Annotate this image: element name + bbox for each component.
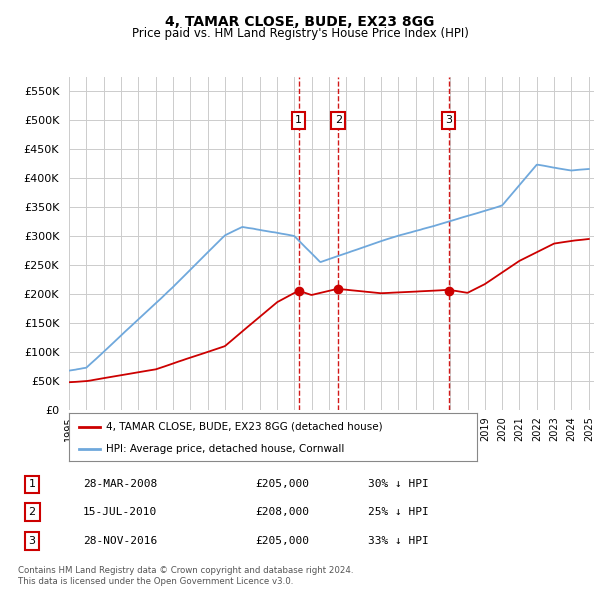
- Text: 3: 3: [445, 115, 452, 125]
- Text: 1: 1: [295, 115, 302, 125]
- Text: 30% ↓ HPI: 30% ↓ HPI: [368, 480, 428, 489]
- Text: 28-MAR-2008: 28-MAR-2008: [83, 480, 157, 489]
- Text: 28-NOV-2016: 28-NOV-2016: [83, 536, 157, 546]
- Text: Contains HM Land Registry data © Crown copyright and database right 2024.: Contains HM Land Registry data © Crown c…: [18, 566, 353, 575]
- Text: 1: 1: [29, 480, 35, 489]
- Text: 4, TAMAR CLOSE, BUDE, EX23 8GG (detached house): 4, TAMAR CLOSE, BUDE, EX23 8GG (detached…: [106, 421, 382, 431]
- Text: 2: 2: [29, 507, 35, 517]
- Text: 2: 2: [335, 115, 342, 125]
- Text: 15-JUL-2010: 15-JUL-2010: [83, 507, 157, 517]
- Text: £205,000: £205,000: [255, 480, 309, 489]
- Text: £205,000: £205,000: [255, 536, 309, 546]
- Text: £208,000: £208,000: [255, 507, 309, 517]
- Text: Price paid vs. HM Land Registry's House Price Index (HPI): Price paid vs. HM Land Registry's House …: [131, 27, 469, 40]
- Text: 33% ↓ HPI: 33% ↓ HPI: [368, 536, 428, 546]
- Text: This data is licensed under the Open Government Licence v3.0.: This data is licensed under the Open Gov…: [18, 577, 293, 586]
- Text: 25% ↓ HPI: 25% ↓ HPI: [368, 507, 428, 517]
- Text: HPI: Average price, detached house, Cornwall: HPI: Average price, detached house, Corn…: [106, 444, 344, 454]
- Text: 4, TAMAR CLOSE, BUDE, EX23 8GG: 4, TAMAR CLOSE, BUDE, EX23 8GG: [166, 15, 434, 29]
- Text: 3: 3: [29, 536, 35, 546]
